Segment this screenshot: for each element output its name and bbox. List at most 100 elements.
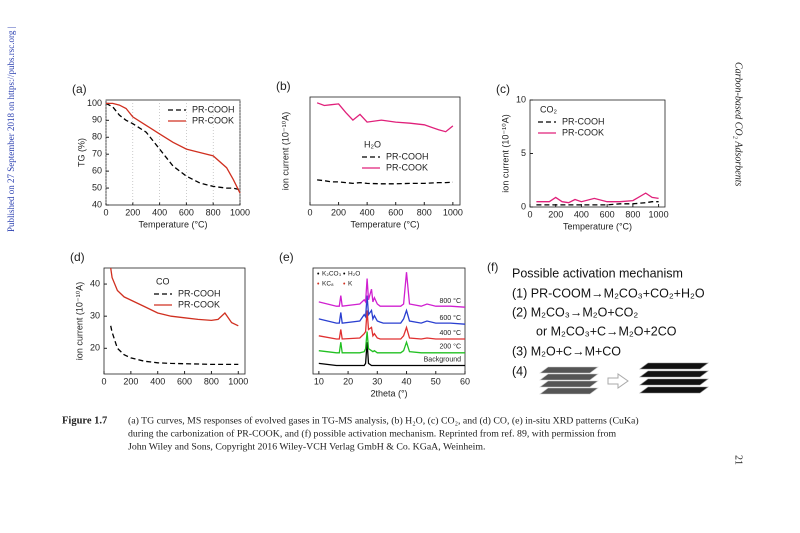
legend-label: PR-COOK <box>192 115 234 125</box>
mechanism-step: (3) M₂O+C→M+CO <box>512 344 621 358</box>
y-axis-label: TG (%) <box>76 138 86 167</box>
x-tick-label: 200 <box>125 207 140 217</box>
series-line <box>318 272 466 308</box>
x-tick-label: 30 <box>372 376 382 386</box>
x-tick-label: 800 <box>204 376 219 386</box>
panel-label: (d) <box>70 250 85 264</box>
y-tick-label: 100 <box>87 98 102 108</box>
marker-symbol: • <box>317 281 320 288</box>
x-tick-label: 40 <box>402 376 412 386</box>
legend-label: PR-COOH <box>386 151 429 161</box>
panel-label: (e) <box>279 250 294 264</box>
y-tick-label: 70 <box>92 149 102 159</box>
expanded-stack <box>639 362 709 394</box>
running-title: Carbon-based CO₂ Adsorbents <box>733 62 744 187</box>
page-number: 21 <box>733 455 744 465</box>
arrow <box>607 373 629 389</box>
plot-frame <box>103 267 246 375</box>
x-tick-label: 600 <box>600 209 615 219</box>
y-tick-label: 30 <box>90 311 100 321</box>
series-line <box>318 310 465 340</box>
y-tick-label: 60 <box>92 166 102 176</box>
legend-label: PR-COOH <box>562 116 605 126</box>
x-axis-label: Temperature (°C) <box>350 219 419 229</box>
y-tick-label: 40 <box>92 199 102 209</box>
y-tick-label: 20 <box>90 343 100 353</box>
series-line <box>316 102 454 133</box>
x-tick-label: 400 <box>574 209 589 219</box>
series-line <box>110 267 239 327</box>
marker-legend-label: K₂CO₃ <box>322 271 342 278</box>
panel-label: (a) <box>72 82 87 96</box>
x-tick-label: 800 <box>625 209 640 219</box>
marker-symbol: • <box>343 271 346 278</box>
mechanism-step: (1) PR-COOM→M₂CO₃+CO₂+H₂O <box>512 286 705 300</box>
x-tick-label: 20 <box>343 376 353 386</box>
x-tick-label: 600 <box>388 207 403 217</box>
caption-line: during the carbonization of PR-COOK, and… <box>128 428 616 439</box>
x-tick-label: 1000 <box>649 209 669 219</box>
x-tick-label: 60 <box>460 376 470 386</box>
plot-frame <box>312 267 466 375</box>
y-tick-label: 40 <box>90 278 100 288</box>
series-line <box>106 102 241 194</box>
mechanism-step: (4) <box>512 364 527 378</box>
series-line <box>318 295 466 325</box>
x-tick-label: 0 <box>101 376 106 386</box>
series-label: 600 °C <box>440 314 461 322</box>
series-line <box>318 342 465 367</box>
panel-label: (f) <box>487 260 498 274</box>
series-label: 200 °C <box>440 343 461 351</box>
series-line <box>536 192 659 204</box>
series-line <box>317 179 453 185</box>
series-label: 800 °C <box>440 297 461 305</box>
series-label: Background <box>424 356 461 363</box>
panel-label: (c) <box>496 82 510 96</box>
x-axis-label: 2theta (°) <box>370 388 407 398</box>
x-tick-label: 600 <box>179 207 194 217</box>
x-tick-label: 400 <box>360 207 375 217</box>
x-tick-label: 50 <box>431 376 441 386</box>
x-tick-label: 200 <box>123 376 138 386</box>
y-tick-label: 5 <box>521 148 526 158</box>
series-label: 400 °C <box>440 329 461 337</box>
mechanism-title: Possible activation mechanism <box>512 266 683 280</box>
panel-label: (b) <box>276 79 291 93</box>
y-tick-label: 50 <box>92 182 102 192</box>
y-axis-label: ion current (10⁻¹⁰A) <box>500 114 510 192</box>
x-tick-label: 0 <box>307 207 312 217</box>
mechanism-step: (2) M₂CO₃→M₂O+CO₂ <box>512 305 638 319</box>
legend-title: CO₂ <box>540 104 558 114</box>
legend-label: PR-COOH <box>192 104 235 114</box>
marker-symbol: • <box>317 271 320 278</box>
series-line <box>536 201 659 206</box>
plot-frame <box>105 99 241 206</box>
side-note: Published on 27 September 2018 on https:… <box>6 26 16 232</box>
y-tick-label: 80 <box>92 132 102 142</box>
x-axis-label: Temperature (°C) <box>563 221 632 231</box>
x-tick-label: 10 <box>314 376 324 386</box>
x-tick-label: 800 <box>417 207 432 217</box>
marker-legend-label: H₂O <box>348 271 360 278</box>
x-tick-label: 200 <box>331 207 346 217</box>
x-tick-label: 0 <box>103 207 108 217</box>
x-tick-label: 800 <box>206 207 221 217</box>
x-tick-label: 400 <box>152 207 167 217</box>
x-tick-label: 200 <box>548 209 563 219</box>
y-tick-label: 0 <box>521 201 526 211</box>
y-tick-label: 90 <box>92 115 102 125</box>
caption-line: (a) TG curves, MS responses of evolved g… <box>128 415 639 426</box>
legend-label: PR-COOK <box>178 299 220 309</box>
series-line <box>318 331 465 354</box>
y-axis-label: ion current (10⁻¹⁰A) <box>74 282 84 360</box>
legend-title: CO <box>156 276 170 286</box>
graphite-stack <box>539 366 599 395</box>
legend-label: PR-COOH <box>178 288 221 298</box>
x-tick-label: 400 <box>150 376 165 386</box>
x-tick-label: 1000 <box>443 207 463 217</box>
mechanism-step: or M₂CO₃+C→M₂O+2CO <box>536 324 677 338</box>
legend-label: PR-COOK <box>386 162 428 172</box>
x-tick-label: 1000 <box>230 207 250 217</box>
x-tick-label: 600 <box>177 376 192 386</box>
